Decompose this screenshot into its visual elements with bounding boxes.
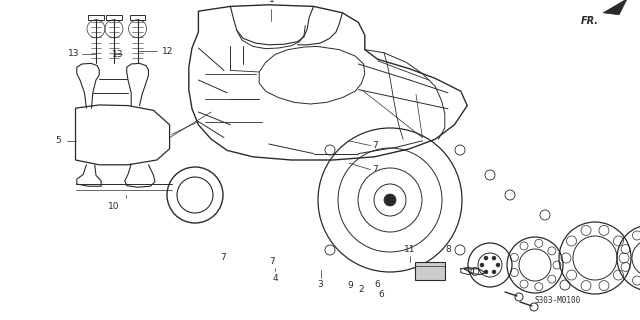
Circle shape bbox=[484, 256, 488, 260]
Text: 7: 7 bbox=[372, 141, 378, 150]
Text: 4: 4 bbox=[273, 274, 278, 283]
Bar bbox=[415, 262, 445, 280]
Text: 5: 5 bbox=[55, 136, 61, 145]
Circle shape bbox=[492, 256, 496, 260]
Text: 7: 7 bbox=[220, 253, 226, 262]
Text: 7: 7 bbox=[269, 257, 275, 266]
Text: 12: 12 bbox=[162, 47, 173, 56]
Text: 2: 2 bbox=[359, 285, 364, 294]
Text: 6: 6 bbox=[375, 280, 380, 289]
Circle shape bbox=[384, 194, 396, 206]
Circle shape bbox=[484, 270, 488, 274]
Text: 7: 7 bbox=[372, 165, 378, 174]
Text: 3: 3 bbox=[317, 280, 323, 289]
Circle shape bbox=[480, 263, 484, 267]
Circle shape bbox=[492, 270, 496, 274]
Text: S303-M0100: S303-M0100 bbox=[535, 296, 581, 305]
Text: 9: 9 bbox=[348, 281, 353, 290]
Text: 11: 11 bbox=[404, 245, 415, 254]
Text: 13: 13 bbox=[68, 49, 80, 58]
Polygon shape bbox=[603, 0, 627, 15]
Text: FR.: FR. bbox=[581, 16, 599, 26]
Circle shape bbox=[496, 263, 500, 267]
Text: 8: 8 bbox=[445, 245, 451, 254]
Text: 6: 6 bbox=[379, 290, 384, 299]
Text: 1: 1 bbox=[269, 0, 274, 4]
Text: 13: 13 bbox=[112, 50, 124, 59]
Text: 10: 10 bbox=[108, 202, 120, 211]
